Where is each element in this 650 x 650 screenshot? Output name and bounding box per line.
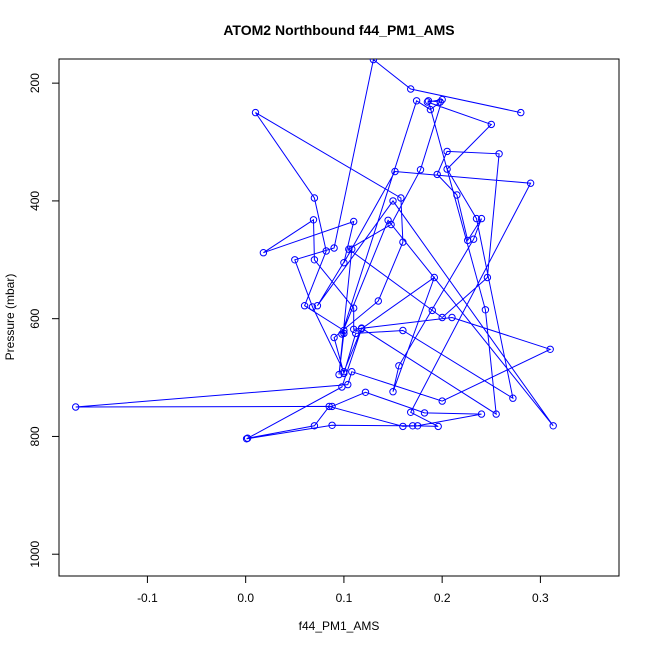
data-point [481,306,490,314]
data-point [313,302,322,310]
data-point [428,306,436,315]
data-point [407,85,415,93]
data-point [453,191,461,199]
data-point [340,326,348,335]
data-point [72,403,80,411]
x-tick-label: 0.3 [532,591,549,605]
data-point [413,422,422,430]
data-point [325,402,333,411]
x-tick-label: -0.1 [137,591,158,605]
series-layer [72,59,557,443]
data-point [310,256,319,264]
x-tick-label: 0.0 [237,591,254,605]
data-point [330,244,338,252]
data-point [384,216,392,225]
data-point [348,368,356,376]
data-point [434,422,442,431]
data-point [338,383,346,391]
y-tick-label: 400 [28,191,42,211]
data-point [328,402,336,411]
y-tick-label: 1000 [28,541,42,568]
data-point [438,313,446,322]
data-point [546,345,554,353]
data-point [310,422,319,430]
data-point [477,410,486,418]
data-point [407,408,415,416]
chart-title: ATOM2 Northbound f44_PM1_AMS [223,22,454,38]
data-point [357,324,366,332]
data-point [477,214,486,223]
data-point [517,108,525,117]
data-point [361,388,370,396]
y-tick-label: 600 [28,308,42,328]
data-point [328,421,336,429]
data-point [483,273,492,282]
data-point [549,422,557,430]
data-point [412,97,421,105]
data-point [391,167,399,176]
data-point [423,98,432,106]
data-point [308,303,317,311]
data-point [352,329,360,338]
series-line [75,59,554,440]
data-point [424,97,433,105]
data-point [340,259,348,267]
data-point [397,194,405,202]
data-point [472,214,481,223]
data-point [443,165,451,173]
data-point [309,216,318,224]
data-point [509,394,517,402]
data-point [438,95,446,104]
data-point [310,194,319,202]
data-point [492,410,500,418]
plot-frame [58,58,620,577]
data-point [259,249,268,257]
data-point [300,302,309,310]
data-point [399,326,407,335]
data-point [420,409,429,417]
data-point [338,330,346,338]
data-point [436,98,444,106]
data-point [330,333,338,342]
data-point [389,388,397,396]
plot-area [72,59,557,443]
data-point [395,362,403,370]
data-point [399,238,407,246]
y-axis-label: Pressure (mbar) [3,274,17,361]
data-point [495,150,503,158]
data-point [322,247,330,255]
data-point [369,59,378,64]
data-point [348,245,356,253]
x-axis-label: f44_PM1_AMS [299,619,380,633]
data-point [389,197,397,205]
data-point [443,147,451,156]
data-point [350,304,358,312]
x-tick-label: 0.2 [434,591,451,605]
data-point [399,422,407,431]
data-point [487,120,495,129]
data-point [464,236,472,245]
data-point [340,368,348,376]
x-tick-label: 0.1 [336,591,353,605]
data-point [438,397,446,405]
data-point [291,256,299,264]
data-point [350,217,358,226]
data-point [416,166,425,174]
data-point [374,297,382,305]
data-point [426,105,435,114]
data-point [345,245,353,253]
data-point [433,170,441,179]
y-axis: 200 400 600 800 1000 [28,73,60,568]
data-point [251,108,260,117]
x-axis: -0.1 0.0 0.1 0.2 0.3 [137,575,549,605]
y-tick-label: 200 [28,73,42,93]
data-point [242,435,251,443]
data-point [448,313,456,322]
data-point [430,273,438,282]
data-point [526,179,535,187]
y-tick-label: 800 [28,426,42,446]
data-point [350,325,358,333]
data-point [409,422,417,430]
